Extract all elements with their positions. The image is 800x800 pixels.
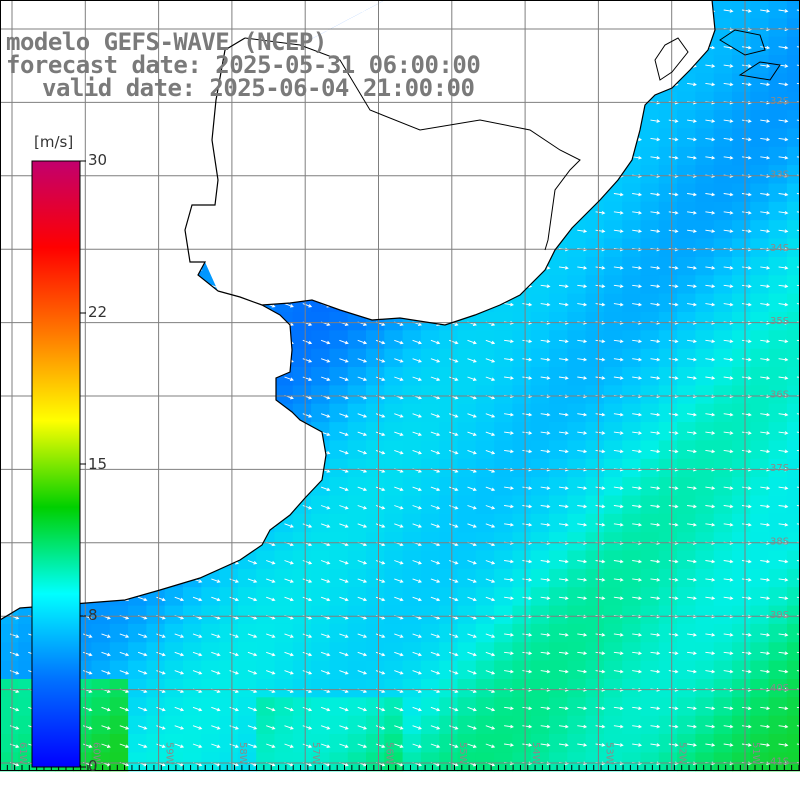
lat-label: 35S bbox=[770, 316, 789, 327]
lat-label: 40S bbox=[770, 683, 789, 694]
lat-lon-grid bbox=[0, 0, 800, 770]
longitude-labels: 61W 60W 59W 58W 57W 56W 55W 54W 53W 52W 51W bbox=[17, 742, 761, 765]
lon-label: 51W bbox=[750, 742, 761, 765]
lat-label: 37S bbox=[770, 463, 789, 474]
model-title: modelo GEFS-WAVE (NCEP) bbox=[6, 28, 327, 56]
lon-label: 57W bbox=[310, 742, 321, 765]
lon-label: 53W bbox=[603, 742, 614, 765]
land-north bbox=[0, 0, 385, 275]
latitude-labels: 32S 33S 34S 35S 36S 37S 38S 39S 40S 41S bbox=[770, 96, 789, 768]
land-uruguay bbox=[185, 0, 715, 325]
lon-label: 58W bbox=[237, 742, 248, 765]
lat-label: 32S bbox=[770, 96, 789, 107]
colorbar-tick-0: 0 bbox=[88, 757, 98, 775]
lat-label: 41S bbox=[770, 757, 789, 768]
lon-label: 54W bbox=[530, 742, 541, 765]
colorbar-unit: [m/s] bbox=[34, 133, 74, 151]
forecast-date: forecast date: 2025-05-31 06:00:00 bbox=[6, 51, 481, 79]
lat-label: 39S bbox=[770, 610, 789, 621]
lon-label: 56W bbox=[384, 742, 395, 765]
lon-label: 55W bbox=[457, 742, 468, 765]
colorbar-ticks bbox=[80, 160, 86, 768]
colorbar-tick-8: 8 bbox=[88, 606, 98, 624]
colorbar-tick-15: 15 bbox=[88, 455, 108, 473]
lat-label: 38S bbox=[770, 536, 789, 547]
land-argentina bbox=[0, 275, 326, 620]
lat-label: 36S bbox=[770, 390, 789, 401]
lon-label: 59W bbox=[164, 742, 175, 765]
lon-label: 52W bbox=[677, 742, 688, 765]
coastline bbox=[0, 0, 716, 621]
lagoon-outline bbox=[654, 29, 781, 81]
river-border bbox=[244, 37, 581, 251]
valid-date: valid date: 2025-06-04 21:00:00 bbox=[42, 74, 475, 102]
colorbar-tick-22: 22 bbox=[88, 303, 108, 321]
colorbar-tick-30: 30 bbox=[88, 151, 108, 169]
lon-label: 61W bbox=[17, 742, 28, 765]
lon-label: 60W bbox=[90, 742, 101, 765]
colorbar bbox=[31, 160, 81, 768]
lat-label: 33S bbox=[770, 169, 789, 180]
lat-label: 34S bbox=[770, 243, 789, 254]
